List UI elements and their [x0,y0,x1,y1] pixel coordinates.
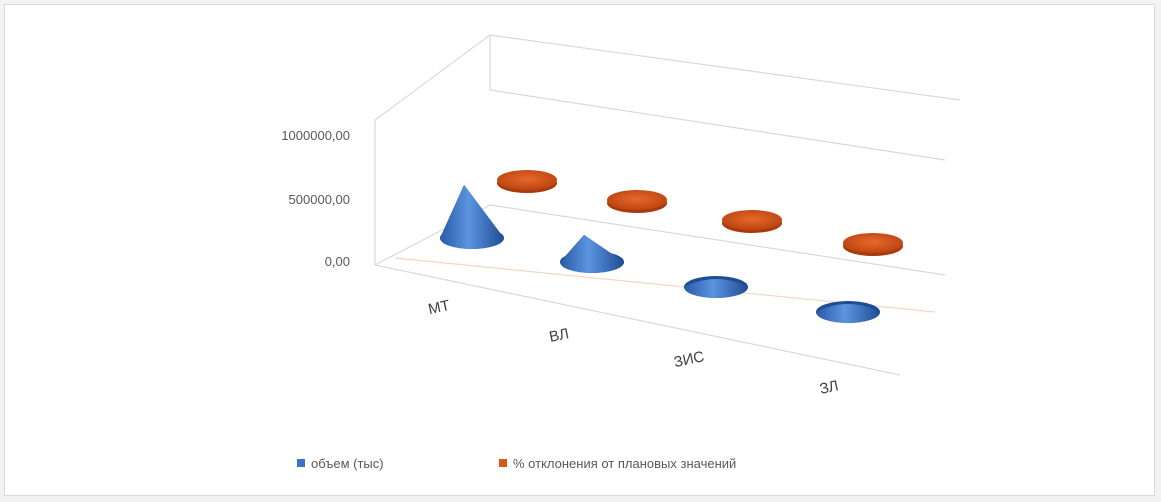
y-tick-label: 0,00 [325,254,350,269]
chart-marks [440,170,903,323]
back-wall-mid [489,89,946,161]
bar-mark [722,210,782,233]
back-wall-top [374,34,961,121]
legend-swatch [297,459,305,467]
y-tick-label: 500000,00 [289,192,350,207]
x-tick-label: МТ [427,297,452,318]
bar-mark [816,301,880,323]
x-tick-label: ВЛ [548,325,571,346]
legend: объем (тыс) % отклонения от плановых зна… [297,456,736,471]
bar-mark [684,276,748,298]
legend-label: % отклонения от плановых значений [513,456,736,471]
x-tick-label: ЗИС [672,348,706,371]
bar-mark [560,234,624,273]
bar-mark [607,190,667,213]
legend-swatch [499,459,507,467]
bar-mark [843,233,903,256]
x-tick-label: ЗЛ [818,377,840,398]
floor-back-edge [489,204,946,276]
bar-mark [497,170,557,193]
legend-label: объем (тыс) [311,456,384,471]
floor-front-edge [374,264,901,376]
bar-mark [440,184,504,249]
y-tick-label: 1000000,00 [281,128,350,143]
